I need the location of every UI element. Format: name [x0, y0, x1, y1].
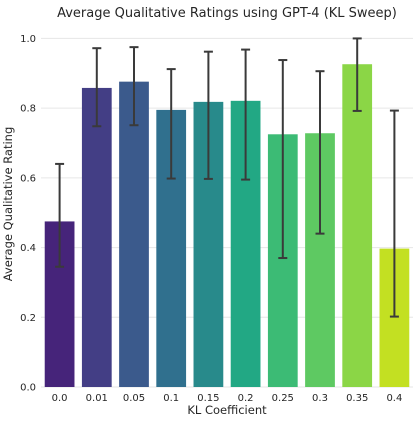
x-tick-label: 0.1: [163, 393, 179, 404]
y-axis-ticks: 0.0 0.2 0.4 0.6 0.8 1.0: [20, 34, 36, 394]
x-tick-label: 0.05: [123, 393, 145, 404]
y-tick-label: 0.4: [20, 243, 36, 254]
x-tick-label: 0.4: [386, 393, 402, 404]
y-tick-label: 1.0: [20, 34, 36, 45]
x-tick-label: 0.01: [86, 393, 108, 404]
bar: [81, 87, 112, 387]
y-tick-label: 0.0: [20, 383, 36, 394]
x-tick-label: 0.25: [272, 393, 294, 404]
y-axis-label: Average Qualitative Rating: [1, 127, 15, 282]
x-tick-label: 0.2: [238, 393, 254, 404]
x-axis-label: KL Coefficient: [187, 403, 267, 417]
x-tick-label: 0.35: [346, 393, 368, 404]
bar: [119, 81, 149, 387]
y-tick-label: 0.6: [20, 173, 36, 184]
error-bars: [55, 37, 399, 318]
x-tick-label: 0.0: [52, 393, 68, 404]
y-tick-label: 0.2: [20, 313, 36, 324]
bar: [342, 64, 373, 388]
y-tick-label: 0.8: [20, 104, 36, 115]
chart-title: Average Qualitative Ratings using GPT-4 …: [57, 6, 397, 21]
plot-area: [41, 21, 413, 388]
bars: [44, 64, 410, 388]
x-tick-label: 0.15: [197, 393, 219, 404]
x-axis-ticks: 0.0 0.01 0.05 0.1 0.15 0.2 0.25 0.3 0.35 0.4: [52, 393, 403, 404]
x-tick-label: 0.3: [312, 393, 328, 404]
